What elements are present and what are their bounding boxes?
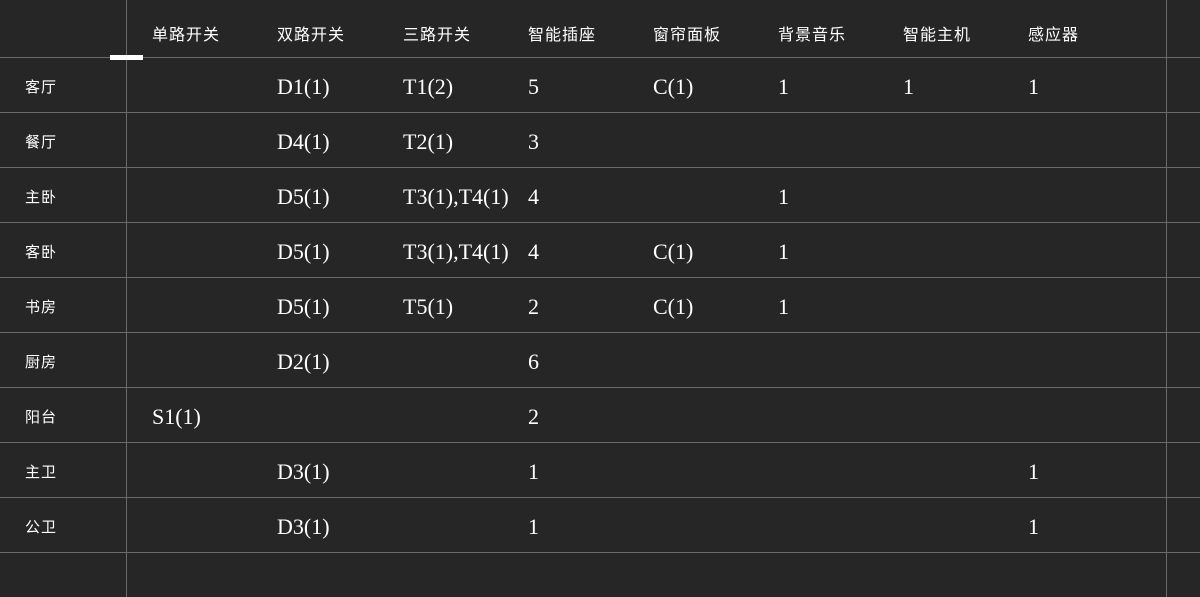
cell: 1 [778, 183, 789, 209]
table-header-row: 单路开关 双路开关 三路开关 智能插座 窗帘面板 背景音乐 智能主机 感应器 [0, 0, 1200, 58]
cell: D2(1) [277, 348, 330, 374]
cell: T5(1) [403, 293, 454, 319]
cell: D1(1) [277, 73, 330, 99]
row-label: 阳台 [25, 409, 58, 426]
row-label: 主卫 [25, 464, 58, 481]
cell: D5(1) [277, 293, 330, 319]
row-label: 客卧 [25, 244, 58, 261]
table-row-master-bathroom: 主卫 D3(1) 1 1 [0, 443, 1200, 498]
summary-table: 单路开关 双路开关 三路开关 智能插座 窗帘面板 背景音乐 智能主机 感应器 客… [0, 0, 1200, 553]
label-column-divider-line [126, 0, 127, 597]
table-row-dining-room: 餐厅 D4(1) T2(1) 3 [0, 113, 1200, 168]
header-triple-switch: 三路开关 [403, 26, 472, 44]
cell: T3(1),T4(1) [403, 183, 509, 209]
cell: 1 [778, 293, 789, 319]
row-label: 客厅 [25, 79, 58, 96]
cell: 1 [778, 73, 789, 99]
cell: C(1) [653, 73, 694, 99]
header-double-switch: 双路开关 [277, 26, 346, 44]
cell: 4 [528, 183, 539, 209]
cell: C(1) [653, 293, 694, 319]
column-resize-handle[interactable] [110, 55, 143, 60]
row-label: 公卫 [25, 519, 58, 536]
cell: 3 [528, 128, 539, 154]
cell: 5 [528, 73, 539, 99]
cell: D5(1) [277, 238, 330, 264]
row-label: 主卧 [25, 189, 58, 206]
table-row-kitchen: 厨房 D2(1) 6 [0, 333, 1200, 388]
cell: 1 [1028, 513, 1039, 539]
row-label: 书房 [25, 299, 58, 316]
cell: D5(1) [277, 183, 330, 209]
cell: 1 [1028, 73, 1039, 99]
cell: D4(1) [277, 128, 330, 154]
table-row-guest-bedroom: 客卧 D5(1) T3(1),T4(1) 4 C(1) 1 [0, 223, 1200, 278]
cell: 1 [778, 238, 789, 264]
cell: 2 [528, 293, 539, 319]
cell: T1(2) [403, 73, 454, 99]
header-background-music: 背景音乐 [778, 26, 847, 44]
cell: 1 [528, 513, 539, 539]
header-single-switch: 单路开关 [152, 26, 221, 44]
right-table-border-line [1166, 0, 1167, 597]
cell: 6 [528, 348, 539, 374]
header-smart-host: 智能主机 [903, 26, 972, 44]
cell: 1 [528, 458, 539, 484]
header-smart-socket: 智能插座 [528, 26, 597, 44]
table-row-study: 书房 D5(1) T5(1) 2 C(1) 1 [0, 278, 1200, 333]
header-curtain-panel: 窗帘面板 [653, 26, 722, 44]
cell: D3(1) [277, 513, 330, 539]
cell: D3(1) [277, 458, 330, 484]
cell: 1 [903, 73, 914, 99]
row-label: 厨房 [25, 354, 58, 371]
cell: T3(1),T4(1) [403, 238, 509, 264]
table-row-balcony: 阳台 S1(1) 2 [0, 388, 1200, 443]
table-row-public-bathroom: 公卫 D3(1) 1 1 [0, 498, 1200, 553]
cell: 4 [528, 238, 539, 264]
table-row-living-room: 客厅 D1(1) T1(2) 5 C(1) 1 1 1 [0, 58, 1200, 113]
cell: C(1) [653, 238, 694, 264]
cell: T2(1) [403, 128, 454, 154]
header-sensor: 感应器 [1028, 26, 1080, 44]
cell: 2 [528, 403, 539, 429]
cell: S1(1) [152, 403, 201, 429]
cell: 1 [1028, 458, 1039, 484]
table-row-master-bedroom: 主卧 D5(1) T3(1),T4(1) 4 1 [0, 168, 1200, 223]
row-label: 餐厅 [25, 134, 58, 151]
